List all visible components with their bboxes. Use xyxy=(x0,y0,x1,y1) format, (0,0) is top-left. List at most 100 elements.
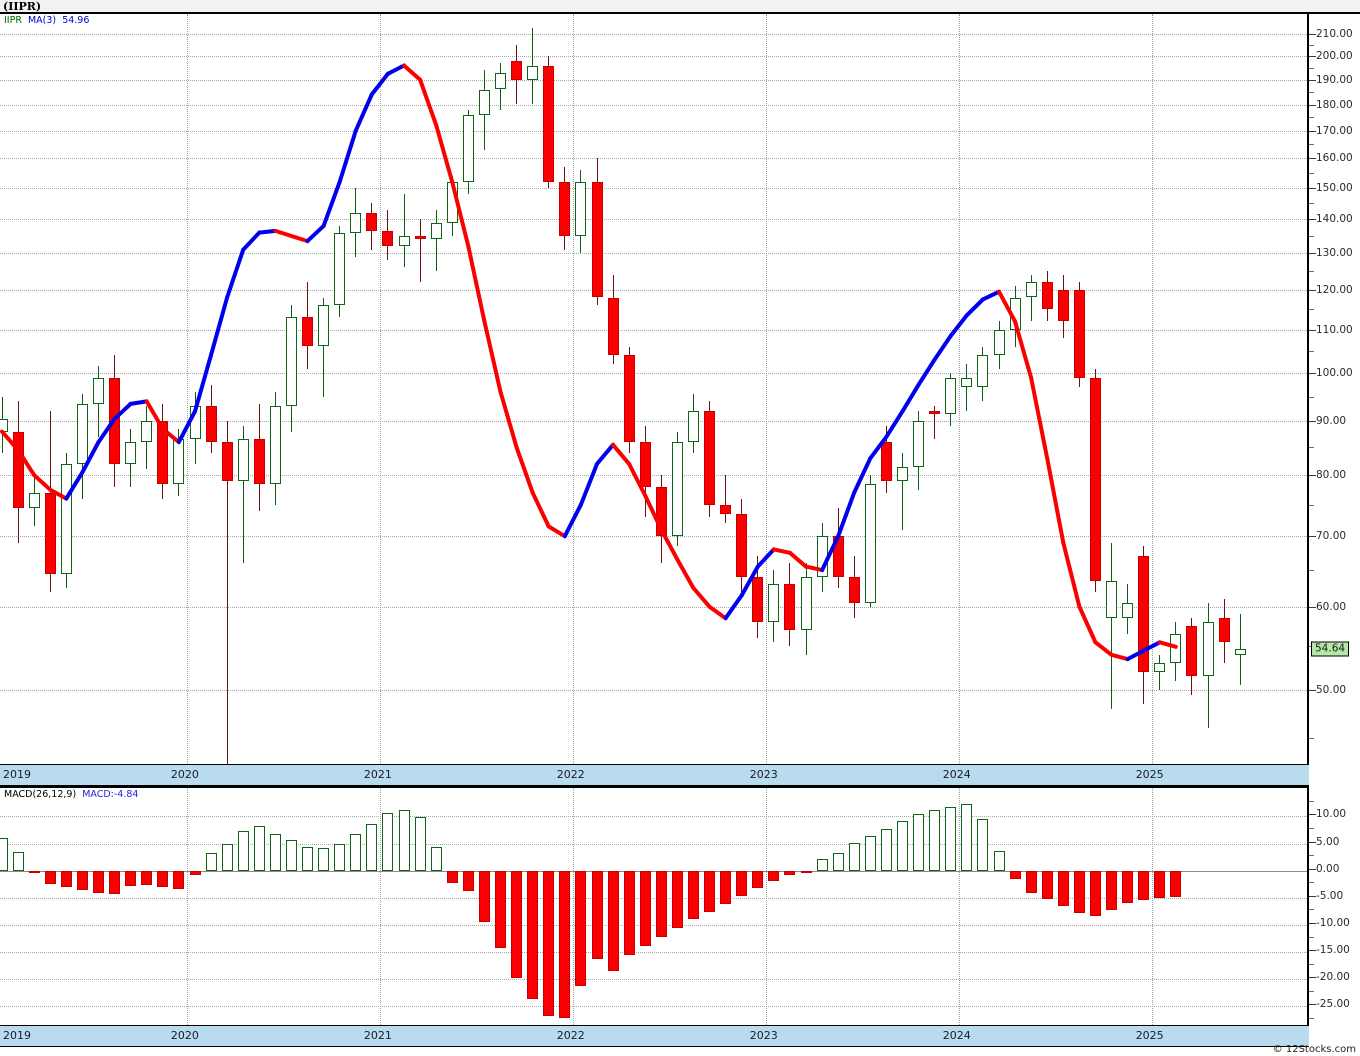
macd-bar xyxy=(334,843,346,871)
macd-value-axis[interactable]: 10.00 5.00 0.00 -5.00 -10.00 -15.00 -20.00 -25.… xyxy=(1309,786,1360,1025)
macd-chart-panel[interactable]: MACD(26,12,9) MACD:-4.84 xyxy=(0,786,1309,1025)
macd-axis-tick xyxy=(1309,977,1316,979)
macd-axis-minor-tick xyxy=(1309,855,1314,856)
candle-body xyxy=(961,377,973,387)
candle-body xyxy=(478,89,490,115)
macd-gridline xyxy=(0,924,1307,926)
year-label-2020[interactable]: 2020 xyxy=(170,768,199,781)
price-axis-minor-tick xyxy=(1309,67,1314,69)
price-axis-minor-tick xyxy=(1309,504,1314,506)
macd-bar xyxy=(28,870,40,873)
candle-body xyxy=(511,60,523,80)
year-gridline-2020 xyxy=(186,14,188,764)
date-axis-top[interactable]: 2019 2020 2021 2022 2023 2024 2025 xyxy=(0,764,1309,786)
candle-body xyxy=(93,377,104,404)
candle-body xyxy=(1057,289,1069,322)
macd-year-gridline-2025 xyxy=(1151,788,1153,1025)
macd-bar xyxy=(221,843,233,871)
candle-body xyxy=(768,584,780,623)
candle-body xyxy=(752,577,764,623)
macd-axis-tick xyxy=(1309,841,1316,843)
candle-body xyxy=(1089,377,1101,581)
year-label-2019[interactable]: 2019 xyxy=(3,768,31,781)
macd-bar xyxy=(109,870,121,894)
candle-body xyxy=(671,442,683,537)
candle-body xyxy=(559,181,571,236)
price-axis-minor-tick xyxy=(1309,91,1314,93)
year-label-2025[interactable]: 2025 xyxy=(1135,768,1164,781)
macd-bar xyxy=(543,870,555,1016)
price-value-axis[interactable]: 210.00 200.00 190.00 180.00 170.00 160.00 150.… xyxy=(1309,14,1360,764)
candle-body xyxy=(720,504,732,514)
price-axis-minor-tick xyxy=(1309,117,1314,119)
year-label-2019[interactable]: 2019 xyxy=(3,1029,31,1042)
macd-bar xyxy=(269,834,281,871)
price-axis-label: 130.00 xyxy=(1316,247,1353,260)
candle-body xyxy=(334,232,346,306)
macd-axis-tick xyxy=(1309,922,1316,924)
macd-year-gridline-2020 xyxy=(186,788,188,1025)
date-axis-bottom[interactable]: 2019 2020 2021 2022 2023 2024 2025 xyxy=(0,1025,1309,1047)
macd-bar xyxy=(575,870,587,987)
macd-bar xyxy=(1009,870,1021,879)
macd-year-gridline-2022 xyxy=(572,788,574,1025)
macd-bar xyxy=(189,870,201,876)
candle-body xyxy=(28,492,40,508)
price-gridline xyxy=(0,373,1307,375)
price-gridline xyxy=(0,34,1307,35)
macd-bar xyxy=(350,833,362,871)
macd-axis-label: 5.00 xyxy=(1316,835,1340,848)
macd-bar xyxy=(864,835,876,871)
year-label-2023[interactable]: 2023 xyxy=(749,768,778,781)
macd-bar xyxy=(784,870,796,876)
year-label-2025[interactable]: 2025 xyxy=(1135,1029,1164,1042)
year-label-2024[interactable]: 2024 xyxy=(942,768,971,781)
candle-body xyxy=(189,406,201,440)
candle-body xyxy=(1025,282,1037,298)
macd-bar xyxy=(1138,870,1150,900)
macd-axis-label: -15.00 xyxy=(1316,944,1350,957)
candle-body xyxy=(623,355,635,443)
candle-body xyxy=(382,230,394,247)
price-axis-tick xyxy=(1309,34,1316,35)
candle-body xyxy=(495,72,506,90)
year-label-2022[interactable]: 2022 xyxy=(556,1029,585,1042)
candle-body xyxy=(575,181,587,236)
year-label-2024[interactable]: 2024 xyxy=(942,1029,971,1042)
price-gridline xyxy=(0,690,1307,691)
macd-bar xyxy=(44,870,56,884)
candle-body xyxy=(864,483,876,603)
macd-bar xyxy=(527,870,539,999)
year-label-2021[interactable]: 2021 xyxy=(363,768,392,781)
macd-bar xyxy=(704,870,715,912)
macd-bar xyxy=(141,870,153,886)
candle-body xyxy=(221,442,233,481)
legend-symbol: IIPR xyxy=(4,15,22,26)
macd-bar xyxy=(993,851,1005,871)
macd-year-gridline-2023 xyxy=(765,788,767,1025)
year-label-2023[interactable]: 2023 xyxy=(749,1029,778,1042)
macd-bar xyxy=(93,870,104,894)
price-gridline xyxy=(0,606,1307,608)
candle-body xyxy=(430,222,442,240)
macd-bar xyxy=(800,870,812,873)
candle-body xyxy=(446,181,458,223)
macd-bar xyxy=(816,859,828,871)
candle-body xyxy=(109,377,121,464)
copyright-notice: © 12Stocks.com xyxy=(1272,1044,1356,1055)
year-label-2020[interactable]: 2020 xyxy=(170,1029,199,1042)
macd-bar xyxy=(253,826,265,871)
year-label-2021[interactable]: 2021 xyxy=(363,1029,392,1042)
macd-bar xyxy=(945,806,957,871)
price-gridline xyxy=(0,329,1307,331)
year-label-2022[interactable]: 2022 xyxy=(556,768,585,781)
macd-bar xyxy=(205,852,217,871)
macd-bar xyxy=(1154,870,1166,898)
macd-bar xyxy=(302,846,313,871)
macd-axis-tick xyxy=(1309,895,1316,897)
macd-bar xyxy=(12,851,24,871)
price-axis-label: 160.00 xyxy=(1316,152,1353,165)
price-chart-panel[interactable]: IIPR MA(3) 54.96 xyxy=(0,14,1309,764)
price-axis-tick xyxy=(1309,421,1316,423)
